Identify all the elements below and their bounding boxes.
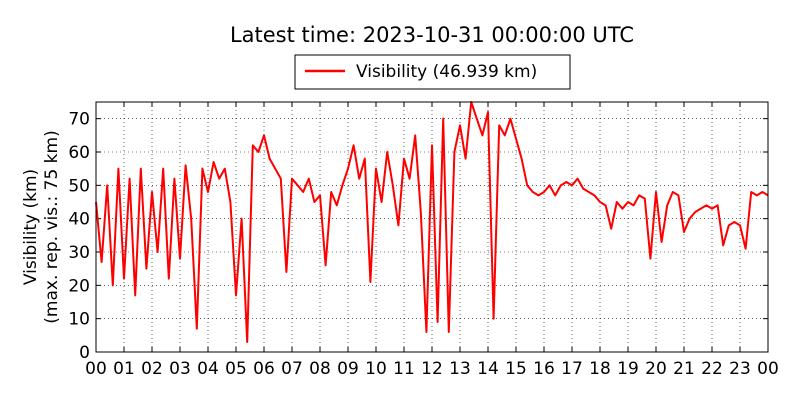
x-tick-label: 13 — [449, 359, 471, 379]
y-tick-label: 0 — [79, 343, 90, 363]
x-tick-label: 21 — [673, 359, 695, 379]
x-tick-label: 08 — [309, 359, 331, 379]
x-tick-label: 20 — [645, 359, 667, 379]
x-tick-label: 09 — [337, 359, 359, 379]
y-tick-label: 20 — [68, 276, 90, 296]
x-tick-label: 15 — [505, 359, 527, 379]
x-tick-label: 18 — [589, 359, 611, 379]
x-tick-label: 11 — [393, 359, 415, 379]
x-tick-label: 14 — [477, 359, 499, 379]
x-tick-label: 04 — [197, 359, 219, 379]
chart-title: Latest time: 2023-10-31 00:00:00 UTC — [230, 23, 634, 47]
legend-label: Visibility (46.939 km) — [356, 62, 537, 82]
x-tick-label: 10 — [365, 359, 387, 379]
x-tick-label: 00 — [757, 359, 779, 379]
y-axis-label: Visibility (km) — [21, 169, 41, 285]
y-tick-label: 10 — [68, 310, 90, 330]
x-tick-label: 07 — [281, 359, 303, 379]
x-tick-label: 17 — [561, 359, 583, 379]
x-tick-label: 19 — [617, 359, 639, 379]
y-axis-label: (max. rep. vis.: 75 km) — [42, 130, 62, 323]
x-tick-label: 01 — [113, 359, 135, 379]
y-tick-label: 60 — [68, 143, 90, 163]
x-tick-label: 06 — [253, 359, 275, 379]
x-tick-label: 05 — [225, 359, 247, 379]
y-tick-label: 50 — [68, 176, 90, 196]
x-tick-label: 12 — [421, 359, 443, 379]
y-tick-label: 30 — [68, 243, 90, 263]
y-tick-label: 70 — [68, 110, 90, 130]
data-line — [95, 101, 769, 343]
y-tick-label: 40 — [68, 210, 90, 230]
x-tick-label: 22 — [701, 359, 723, 379]
x-tick-label: 23 — [729, 359, 751, 379]
x-tick-label: 16 — [533, 359, 555, 379]
x-tick-label: 00 — [85, 359, 107, 379]
plot-frame — [95, 101, 769, 353]
x-tick-label: 02 — [141, 359, 163, 379]
x-tick-label: 03 — [169, 359, 191, 379]
